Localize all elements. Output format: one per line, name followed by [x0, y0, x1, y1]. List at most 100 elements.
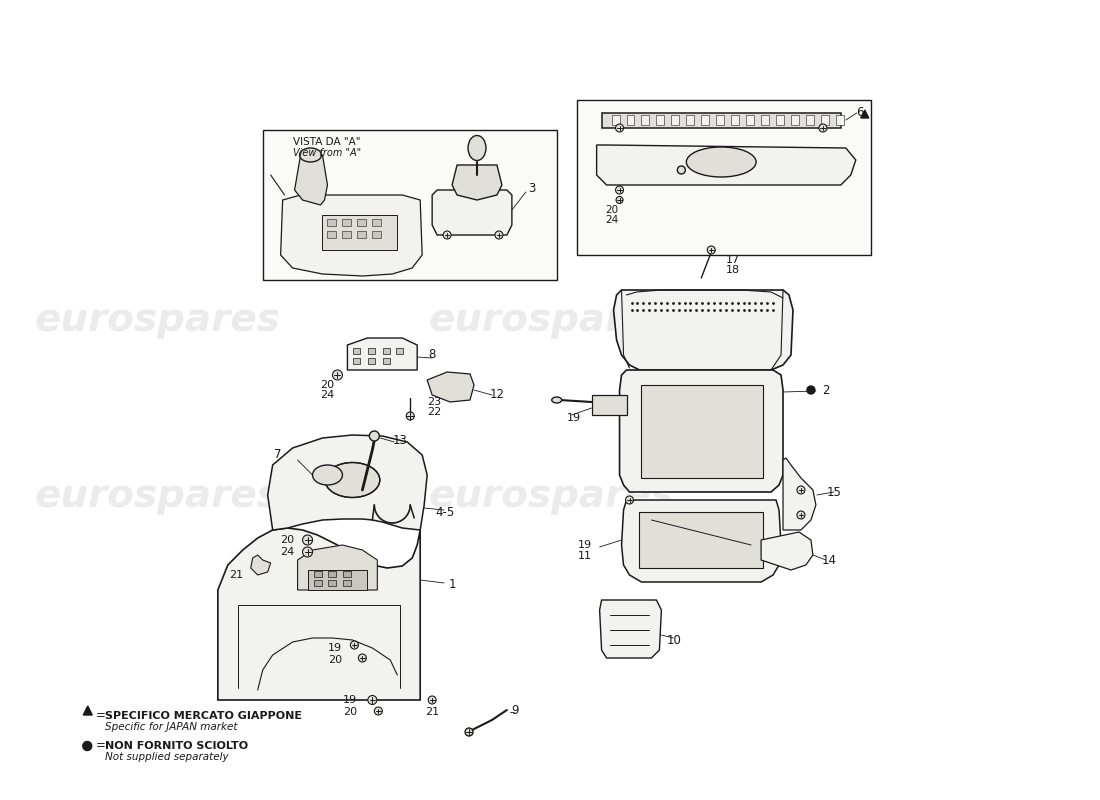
Bar	[657, 115, 664, 125]
Bar	[368, 358, 375, 364]
Bar	[716, 115, 724, 125]
Ellipse shape	[495, 231, 503, 239]
Text: 22: 22	[427, 407, 441, 417]
Polygon shape	[251, 555, 271, 575]
Bar	[686, 115, 694, 125]
Text: 8: 8	[429, 349, 436, 362]
Text: NON FORNITO SCIOLTO: NON FORNITO SCIOLTO	[106, 741, 249, 751]
Polygon shape	[596, 145, 856, 185]
Ellipse shape	[302, 535, 312, 545]
Text: eurospares: eurospares	[429, 477, 674, 515]
Polygon shape	[602, 113, 840, 128]
Bar	[372, 231, 382, 238]
Bar	[329, 580, 337, 586]
Bar	[836, 115, 844, 125]
Polygon shape	[267, 435, 427, 530]
Bar	[328, 231, 337, 238]
Ellipse shape	[367, 695, 377, 705]
Text: 23: 23	[427, 397, 441, 407]
Polygon shape	[783, 458, 816, 530]
Bar	[343, 571, 351, 577]
Text: Specific for JAPAN market: Specific for JAPAN market	[106, 722, 238, 732]
Ellipse shape	[443, 231, 451, 239]
Text: 24: 24	[605, 215, 618, 225]
Text: 14: 14	[822, 554, 836, 566]
Bar	[314, 580, 321, 586]
Bar	[353, 348, 361, 354]
Polygon shape	[619, 370, 783, 492]
Text: 19: 19	[578, 540, 592, 550]
Text: 9: 9	[512, 703, 518, 717]
Text: eurospares: eurospares	[34, 301, 279, 339]
Polygon shape	[280, 195, 422, 276]
Text: 24: 24	[320, 390, 334, 400]
Text: 4-5: 4-5	[436, 506, 454, 518]
Polygon shape	[576, 100, 871, 255]
Polygon shape	[308, 570, 367, 590]
Ellipse shape	[807, 386, 815, 394]
Text: 19: 19	[566, 413, 581, 423]
Bar	[776, 115, 784, 125]
Bar	[671, 115, 680, 125]
Ellipse shape	[359, 654, 366, 662]
Text: 1: 1	[449, 578, 455, 591]
Ellipse shape	[626, 496, 634, 504]
Text: eurospares: eurospares	[34, 477, 279, 515]
Text: View from "A": View from "A"	[293, 148, 361, 158]
Bar	[383, 348, 390, 354]
Ellipse shape	[299, 148, 321, 162]
Ellipse shape	[818, 124, 827, 132]
Ellipse shape	[82, 742, 91, 750]
Bar	[746, 115, 755, 125]
Text: 18: 18	[726, 265, 740, 275]
Text: 17: 17	[726, 255, 740, 265]
Bar	[612, 115, 619, 125]
Bar	[761, 115, 769, 125]
Ellipse shape	[374, 707, 383, 715]
Text: 10: 10	[667, 634, 682, 646]
Text: 19: 19	[328, 643, 342, 653]
Text: 20: 20	[328, 655, 342, 665]
Ellipse shape	[324, 462, 380, 498]
Bar	[358, 219, 366, 226]
Polygon shape	[614, 290, 793, 370]
Text: 2: 2	[822, 383, 829, 397]
Bar	[342, 231, 351, 238]
Text: 19: 19	[343, 695, 358, 705]
Bar	[791, 115, 799, 125]
Polygon shape	[641, 385, 763, 478]
Text: 21: 21	[425, 707, 439, 717]
Ellipse shape	[616, 186, 624, 194]
Text: 20: 20	[605, 205, 618, 215]
Text: 20: 20	[280, 535, 295, 545]
Ellipse shape	[678, 166, 685, 174]
Bar	[342, 219, 351, 226]
Ellipse shape	[302, 547, 312, 557]
Ellipse shape	[428, 696, 436, 704]
Ellipse shape	[468, 135, 486, 161]
Polygon shape	[761, 532, 813, 570]
Ellipse shape	[707, 246, 715, 254]
Polygon shape	[639, 512, 763, 568]
Text: 21: 21	[229, 570, 243, 580]
Ellipse shape	[465, 728, 473, 736]
Text: 24: 24	[280, 547, 295, 557]
Ellipse shape	[332, 370, 342, 380]
Ellipse shape	[552, 397, 562, 403]
Polygon shape	[295, 155, 328, 205]
Ellipse shape	[406, 412, 415, 420]
Text: 11: 11	[578, 551, 592, 561]
Bar	[396, 348, 404, 354]
Text: 6: 6	[856, 106, 864, 118]
Polygon shape	[322, 215, 397, 250]
Ellipse shape	[312, 465, 342, 485]
Bar	[328, 219, 337, 226]
Bar	[343, 580, 351, 586]
Ellipse shape	[351, 641, 359, 649]
Text: 12: 12	[490, 389, 505, 402]
Ellipse shape	[616, 197, 623, 203]
Polygon shape	[348, 338, 417, 370]
Polygon shape	[218, 528, 420, 700]
Text: 7: 7	[274, 449, 282, 462]
Bar	[821, 115, 829, 125]
